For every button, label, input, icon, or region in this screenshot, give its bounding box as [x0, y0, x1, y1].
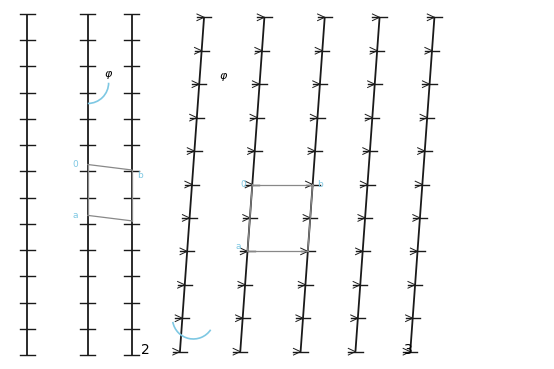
Text: b: b: [317, 180, 323, 189]
Text: a: a: [73, 211, 79, 220]
Text: 0: 0: [240, 180, 246, 189]
Text: $\varphi$: $\varphi$: [104, 69, 114, 82]
Text: 3: 3: [404, 343, 413, 357]
Text: a: a: [235, 242, 241, 251]
Text: $\varphi$: $\varphi$: [219, 71, 229, 83]
Text: 0: 0: [73, 160, 79, 169]
Text: b: b: [137, 171, 143, 180]
Text: 2: 2: [141, 343, 150, 357]
